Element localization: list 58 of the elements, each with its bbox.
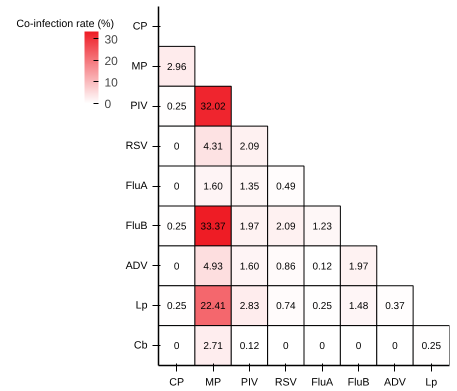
y-tick-label: FluA: [126, 180, 148, 192]
data-label: 1.60: [203, 182, 224, 192]
y-tick-label: MP: [132, 60, 148, 72]
data-label: 2.09: [240, 142, 260, 153]
data-label: 2.83: [240, 301, 260, 312]
data-label: 1.97: [348, 261, 369, 272]
data-label: 2.09: [276, 221, 296, 232]
x-tick-label: MP: [205, 376, 222, 388]
data-label: 0: [283, 341, 290, 352]
y-tick-label: CP: [132, 20, 148, 32]
color-bar-label: 10: [104, 75, 118, 90]
x-tick-label: FluA: [311, 376, 334, 388]
data-label: 0.25: [422, 341, 442, 352]
data-label: 0: [356, 341, 362, 352]
color-bar-label: 20: [104, 54, 118, 68]
y-tick-label: PIV: [130, 100, 148, 112]
data-label: 1.23: [312, 221, 332, 232]
data-label: 32.02: [200, 102, 226, 113]
data-label: 4.31: [203, 142, 224, 153]
data-label: 1.97: [240, 221, 260, 232]
data-label: 0.25: [166, 221, 187, 232]
color-bar-label: 30: [104, 32, 118, 46]
data-label: 1.35: [240, 182, 260, 192]
data-label: 0.25: [166, 301, 187, 312]
data-label: 0: [174, 261, 180, 272]
data-label: 0.37: [385, 301, 406, 312]
y-tick-label: Cb: [134, 340, 148, 352]
data-label: 0.12: [240, 341, 260, 352]
x-tick-label: CP: [169, 376, 184, 388]
y-tick-label: Lp: [136, 300, 148, 312]
data-label: 4.93: [203, 261, 224, 272]
data-label: 0: [174, 182, 180, 192]
y-tick-label: RSV: [126, 140, 148, 152]
data-label: 0: [174, 142, 180, 153]
x-tick-label: ADV: [384, 376, 407, 388]
data-label: 0: [392, 341, 398, 352]
y-tick-label: ADV: [126, 260, 148, 272]
data-label: 1.48: [348, 301, 369, 312]
data-label: 0.74: [276, 301, 296, 312]
x-tick-label: Lp: [425, 376, 438, 388]
data-label: 22.41: [200, 301, 226, 312]
data-label: 2.96: [166, 62, 187, 73]
data-label: 2.71: [203, 341, 224, 352]
x-tick-label: PIV: [240, 376, 259, 388]
color-bar-label: 0: [104, 97, 112, 111]
data-label: 0.86: [276, 261, 296, 272]
data-label: 0: [174, 341, 180, 352]
data-label: 0.49: [276, 182, 296, 192]
x-tick-label: FluB: [348, 376, 370, 388]
y-tick-label: FluB: [126, 220, 148, 232]
data-label: 1.60: [240, 261, 260, 272]
data-label: 33.37: [200, 221, 226, 232]
data-label: 0.12: [312, 261, 332, 272]
data-label: 0: [319, 341, 326, 352]
data-label: 0.25: [312, 301, 332, 312]
x-tick-label: RSV: [274, 376, 298, 388]
color-bar-title: Co-infection rate (%): [16, 18, 114, 30]
data-label: 0.25: [166, 102, 187, 113]
